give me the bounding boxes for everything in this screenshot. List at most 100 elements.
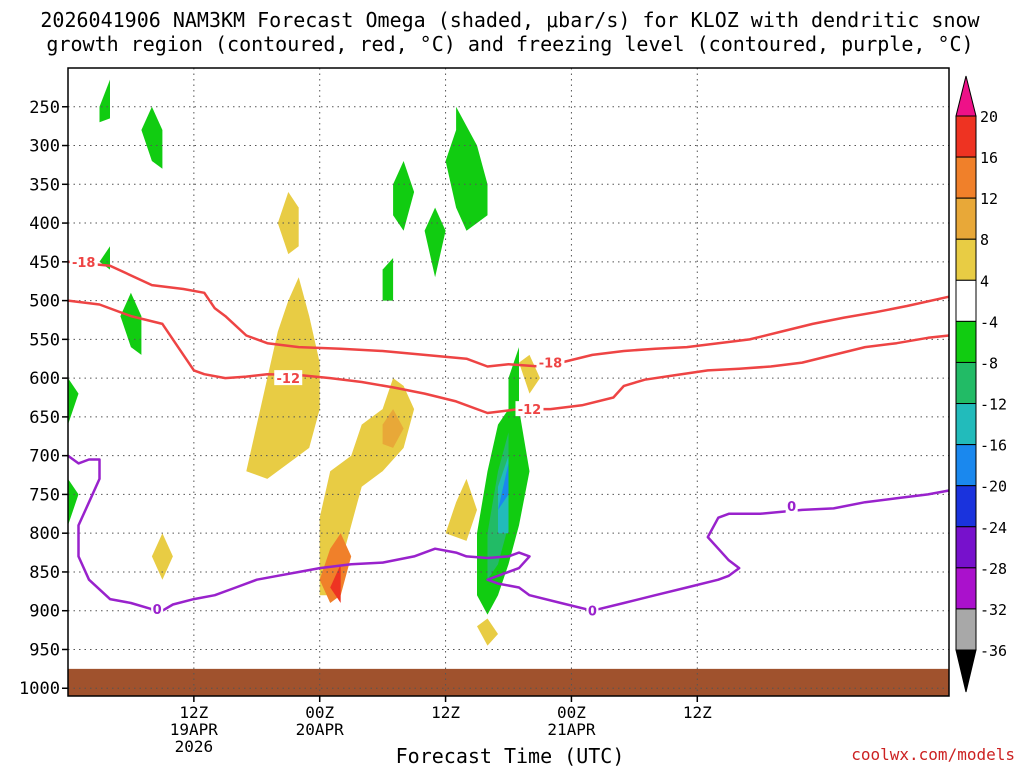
x-tick-label-24-0: 00Z bbox=[305, 703, 334, 722]
y-tick-label-300: 300 bbox=[29, 137, 60, 157]
omega-region-27 bbox=[99, 79, 110, 123]
contour-lines bbox=[67, 260, 950, 612]
contour-label-4: 0 bbox=[153, 603, 162, 618]
colorbar-bin-12 bbox=[955, 608, 977, 651]
omega-region-20 bbox=[477, 618, 498, 646]
colorbar-bin-7 bbox=[955, 403, 977, 446]
omega-region-8 bbox=[665, 440, 687, 491]
plot-frame bbox=[67, 67, 950, 697]
contour-labels: -18 -18 -12 -12 0 0 0 bbox=[69, 253, 798, 620]
ground-band bbox=[68, 668, 949, 696]
colorbar-bin-0 bbox=[955, 115, 977, 158]
y-tick-label-1000: 1000 bbox=[19, 679, 60, 699]
omega-region-6 bbox=[613, 223, 645, 348]
y-tick-label-900: 900 bbox=[29, 602, 60, 622]
omega-region-23 bbox=[319, 533, 352, 603]
contour-label-bg-4 bbox=[151, 601, 164, 617]
y-tick-label-550: 550 bbox=[29, 330, 60, 350]
contour-label-bg-5 bbox=[586, 602, 599, 618]
omega-region-21 bbox=[382, 409, 404, 448]
contour-label-5: 0 bbox=[588, 605, 597, 620]
y-tick-label-950: 950 bbox=[29, 640, 60, 660]
omega-region-32 bbox=[393, 161, 415, 231]
x-tick-label-12-2: 2026 bbox=[175, 737, 214, 756]
omega-region-31 bbox=[445, 106, 488, 231]
y-tick-label-500: 500 bbox=[29, 292, 60, 312]
omega-region-10 bbox=[791, 110, 834, 239]
colorbar-label-6: -8 bbox=[980, 354, 998, 372]
x-tick-label-12-1: 19APR bbox=[170, 720, 219, 739]
y-tick-label-700: 700 bbox=[29, 447, 60, 467]
omega-region-25 bbox=[120, 292, 142, 355]
y-tick-label-750: 750 bbox=[29, 485, 60, 505]
colorbar-label-8: -16 bbox=[980, 437, 1007, 455]
omega-region-33 bbox=[424, 207, 446, 278]
x-tick-label-60-0: 12Z bbox=[683, 703, 712, 722]
omega-region-34 bbox=[382, 258, 394, 301]
omega-region-38 bbox=[498, 463, 509, 510]
y-tick-label-350: 350 bbox=[29, 175, 60, 195]
colorbar-label-2: 12 bbox=[980, 190, 998, 208]
contour-line-0 bbox=[67, 260, 950, 368]
colorbar-label-7: -12 bbox=[980, 396, 1007, 414]
y-tick-label-650: 650 bbox=[29, 408, 60, 428]
chart-title: 2026041906 NAM3KM Forecast Omega (shaded… bbox=[40, 8, 980, 32]
colorbar-bottom-arrow bbox=[955, 649, 977, 693]
colorbar-label-3: 8 bbox=[980, 231, 989, 249]
colorbar-label-10: -24 bbox=[980, 519, 1007, 537]
contour-label-6: 0 bbox=[787, 500, 796, 515]
omega-region-28 bbox=[99, 246, 110, 270]
omega-region-24 bbox=[330, 564, 341, 603]
colorbar-bin-3 bbox=[955, 238, 977, 281]
colorbar-label-1: 16 bbox=[980, 149, 998, 167]
y-tick-label-450: 450 bbox=[29, 253, 60, 273]
colorbar-label-11: -28 bbox=[980, 560, 1007, 578]
colorbar-bin-8 bbox=[955, 444, 977, 487]
x-axis-label: Forecast Time (UTC) bbox=[396, 744, 625, 768]
colorbar-bin-11 bbox=[955, 567, 977, 610]
y-tick-label-800: 800 bbox=[29, 524, 60, 544]
colorbar-bin-1 bbox=[955, 156, 977, 199]
colorbar-label-0: 20 bbox=[980, 108, 998, 126]
omega-region-29 bbox=[68, 378, 79, 425]
contour-line-2 bbox=[67, 299, 950, 415]
omega-region-26 bbox=[141, 106, 163, 169]
contour-label-bg-2 bbox=[274, 370, 303, 386]
contour-label-2: -12 bbox=[277, 372, 301, 387]
contour-label-1: -18 bbox=[539, 357, 563, 372]
colorbar-bin-10 bbox=[955, 526, 977, 569]
omega-region-7 bbox=[634, 513, 656, 538]
y-tick-label-850: 850 bbox=[29, 563, 60, 583]
y-tick-label-400: 400 bbox=[29, 214, 60, 234]
y-axis: 250 300 350 400 450 500 550 600 650 700 750 800 850 9… bbox=[19, 98, 68, 699]
x-tick-label-24-1: 20APR bbox=[296, 720, 345, 739]
contour-label-3: -12 bbox=[518, 403, 542, 418]
colorbar-label-13: -36 bbox=[980, 642, 1007, 660]
contour-label-bg-0 bbox=[69, 253, 98, 269]
omega-region-3 bbox=[435, 269, 488, 534]
colorbar-bin-9 bbox=[955, 485, 977, 528]
colorbar-bin-2 bbox=[955, 197, 977, 240]
omega-region-13 bbox=[340, 626, 352, 646]
credit-text: coolwx.com/models bbox=[851, 745, 1015, 764]
colorbar-bin-5 bbox=[955, 320, 977, 363]
omega-region-1 bbox=[214, 207, 278, 332]
omega-region-19 bbox=[151, 533, 173, 580]
x-tick-label-36-0: 12Z bbox=[431, 703, 460, 722]
colorbar-bin-6 bbox=[955, 361, 977, 405]
contour-line-4 bbox=[67, 454, 950, 612]
contour-label-bg-6 bbox=[785, 498, 798, 514]
colorbar-label-9: -20 bbox=[980, 478, 1007, 496]
contour-label-bg-3 bbox=[515, 401, 544, 417]
x-tick-label-48-1: 21APR bbox=[547, 720, 596, 739]
chart-subtitle: growth region (contoured, red, °C) and f… bbox=[46, 32, 973, 56]
x-tick-label-48-0: 00Z bbox=[557, 703, 586, 722]
ground-layer bbox=[68, 668, 949, 696]
colorbar-label-12: -32 bbox=[980, 601, 1007, 619]
omega-region-30 bbox=[68, 478, 79, 526]
y-tick-label-250: 250 bbox=[29, 98, 60, 118]
omega-region-9 bbox=[697, 246, 719, 293]
colorbar-top-arrow bbox=[955, 75, 977, 117]
